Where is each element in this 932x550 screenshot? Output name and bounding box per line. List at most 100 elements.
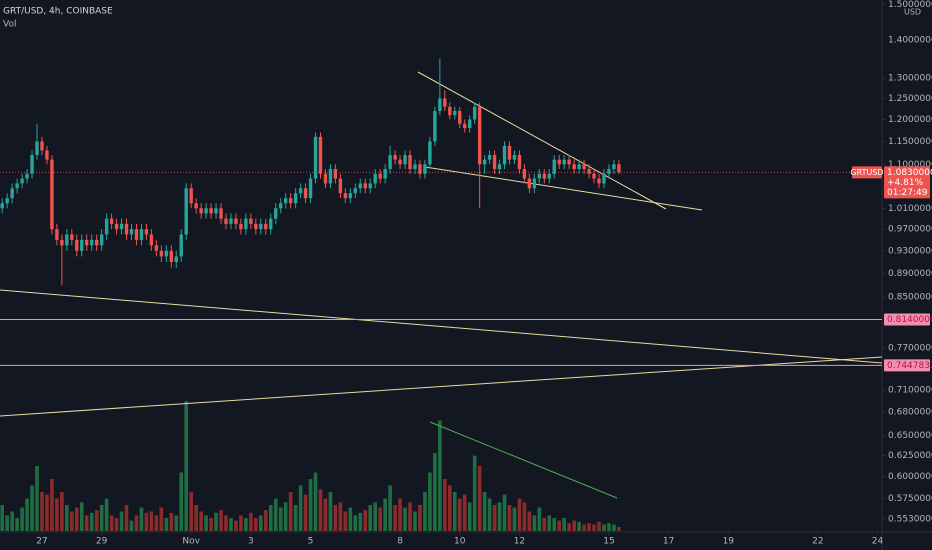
x-tick-label: 27 [36, 537, 47, 547]
volume-bar [333, 505, 338, 531]
volume-bar [99, 505, 104, 531]
volume-bar [10, 511, 14, 531]
candle-body [224, 218, 228, 224]
volume-bar [308, 479, 313, 531]
volume-bar [462, 494, 467, 531]
volume-bar [214, 512, 218, 531]
volume-bar [597, 521, 601, 531]
volume-bar [189, 492, 193, 531]
volume-bar [55, 498, 59, 531]
candle-body [70, 234, 74, 240]
candle-body [527, 178, 532, 189]
volume-bar [448, 485, 452, 531]
axes: 1.50000000 1.40000000 1.30000000 1.25000000… [36, 0, 932, 547]
volume-bar [124, 505, 129, 531]
volume-bar [452, 492, 457, 531]
candle-body [254, 223, 258, 230]
volume-bar [134, 515, 139, 531]
volume-trendline [429, 421, 618, 499]
volume-bar [353, 515, 358, 531]
volume-bar [40, 492, 44, 531]
volume-bar [20, 507, 24, 531]
candle-body [438, 98, 442, 111]
x-tick-label: 24 [872, 537, 884, 547]
candle-body [497, 164, 502, 170]
y-tick-label: 0.77000000 [888, 344, 932, 354]
volume-bar [428, 472, 432, 531]
volume-bar [229, 518, 233, 531]
candle-body [448, 106, 452, 116]
x-tick-label: 29 [96, 537, 108, 547]
volume-bar [388, 485, 392, 531]
candle-body [318, 136, 323, 174]
candle-body [418, 164, 422, 174]
candle-body [607, 169, 611, 174]
y-tick-label: 1.10000000 [888, 160, 932, 170]
volume-bar [602, 524, 606, 531]
candle-body [323, 173, 328, 184]
currency-label: USD [904, 8, 921, 17]
volume-bar [323, 498, 328, 531]
candle-body [129, 229, 134, 235]
candle-body [80, 239, 84, 251]
volume-bar [254, 518, 258, 531]
candle-body [25, 173, 29, 179]
volume-bar [318, 489, 323, 531]
volume-bar [25, 498, 29, 531]
candle-body [60, 239, 64, 246]
candle-body [159, 250, 164, 257]
candle-body [368, 183, 372, 189]
volume-bar [368, 505, 373, 531]
y-tick-label: 0.89000000 [888, 269, 932, 279]
candle-body [199, 208, 203, 214]
x-tick-label: 22 [812, 537, 823, 547]
volume-bar [572, 520, 576, 531]
trendline [417, 71, 667, 210]
volume-bar [174, 515, 179, 531]
candle-body [244, 218, 248, 230]
x-tick-label: 3 [248, 537, 254, 547]
drawings [0, 71, 883, 499]
candle-body [5, 198, 9, 204]
volume-bar [184, 401, 189, 531]
volume-bar [169, 512, 174, 531]
volume-bar [35, 466, 39, 531]
candle-body [433, 110, 437, 142]
candle-body [144, 229, 149, 235]
candle-body [65, 234, 69, 246]
volume-bar [94, 510, 99, 531]
volume-bar [617, 527, 621, 531]
candle-body [283, 198, 288, 204]
volume-bar [607, 523, 611, 531]
volume-bar [527, 511, 532, 531]
y-tick-label: 1.25000000 [888, 94, 932, 104]
volume-bar [164, 518, 169, 531]
candle-body [492, 155, 497, 170]
y-tick-label: 0.57500000 [888, 494, 932, 504]
candle-body [408, 155, 412, 170]
candle-body [517, 155, 522, 170]
volume-bar [522, 502, 527, 531]
symbol-box [852, 166, 882, 179]
trendline [0, 289, 883, 364]
y-tick-label: 0.71000000 [888, 385, 932, 395]
y-tick-label: 1.30000000 [888, 74, 932, 84]
candle-body [507, 145, 512, 160]
volume-bar [467, 502, 472, 531]
x-tick-label: 15 [603, 537, 614, 547]
candle-body [45, 150, 49, 160]
candle-body [134, 229, 139, 240]
volume-bar [263, 510, 268, 531]
volume-bar [114, 518, 119, 531]
candle-body [293, 193, 298, 204]
volume-bar [303, 494, 308, 531]
y-tick-label: 1.01000000 [888, 204, 932, 214]
candle-body [104, 218, 109, 235]
candle-body [269, 218, 273, 230]
x-tick-label: Nov [182, 537, 200, 547]
candle-body [363, 183, 367, 189]
volume-bar [119, 511, 124, 531]
candle-body [298, 188, 303, 194]
candle-body [617, 164, 621, 173]
